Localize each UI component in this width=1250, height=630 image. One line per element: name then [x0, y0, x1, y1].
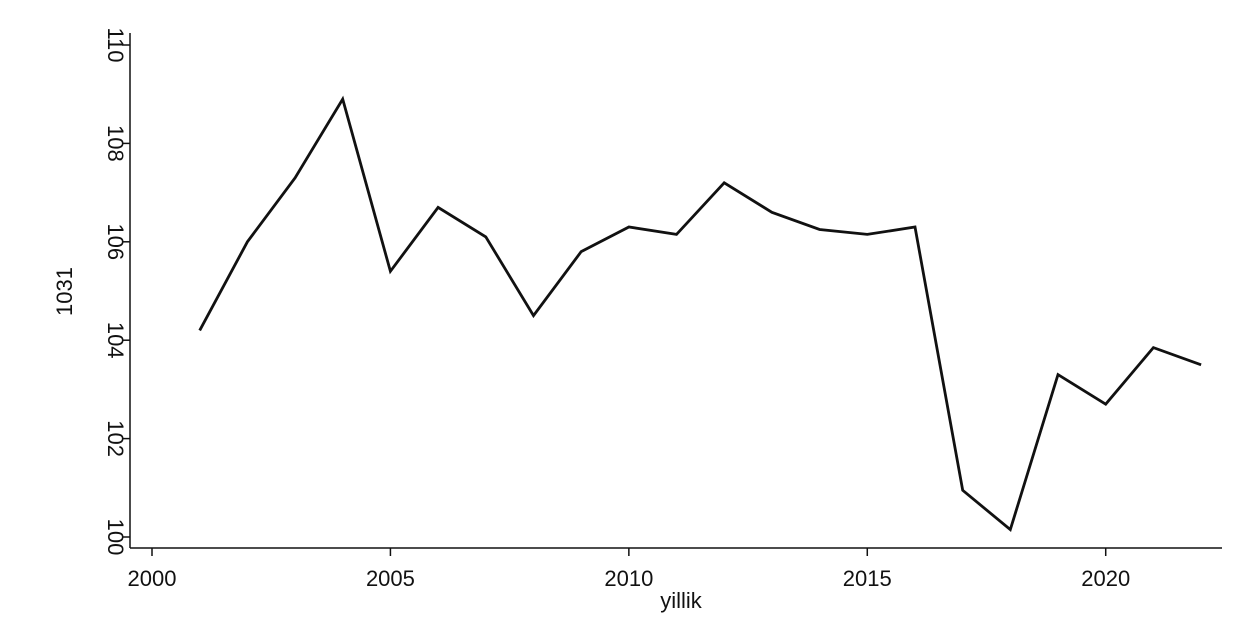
y-tick-label-102: 102	[103, 420, 128, 457]
y-tick-label-104: 104	[103, 322, 128, 359]
tick-labels-group: 2000 2005 2010 2015 2020 100 102 104 106 108 110	[103, 27, 1130, 591]
y-tick-label-108: 108	[103, 125, 128, 162]
y-tick-label-106: 106	[103, 223, 128, 260]
x-tick-label-2020: 2020	[1081, 566, 1130, 591]
x-tick-label-2005: 2005	[366, 566, 415, 591]
y-tick-label-110: 110	[103, 27, 128, 62]
ticks-group	[122, 44, 1107, 556]
y-axis-title: 1031	[52, 267, 77, 316]
y-tick-label-100: 100	[103, 519, 128, 556]
series-line	[198, 95, 1202, 533]
x-tick-label-2000: 2000	[128, 566, 177, 591]
x-tick-label-2010: 2010	[604, 566, 653, 591]
axes-group	[129, 33, 1222, 549]
x-tick-label-2015: 2015	[843, 566, 892, 591]
x-axis-title: yillik	[660, 588, 703, 613]
